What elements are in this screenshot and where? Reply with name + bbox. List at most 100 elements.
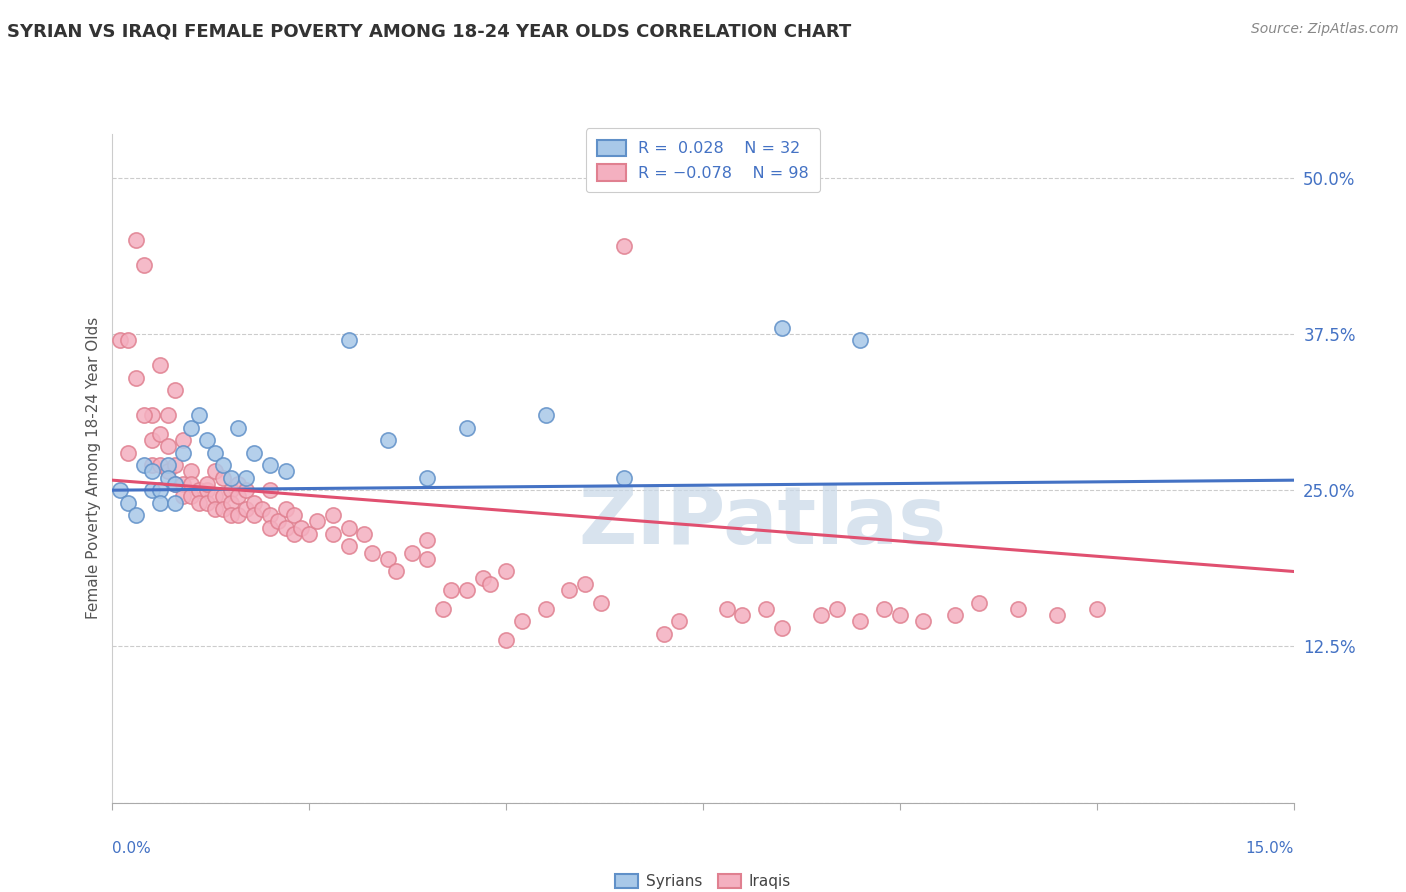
- Y-axis label: Female Poverty Among 18-24 Year Olds: Female Poverty Among 18-24 Year Olds: [86, 318, 101, 619]
- Point: [165, 477, 187, 491]
- Point: [259, 521, 281, 535]
- Point: [165, 496, 187, 510]
- Point: [589, 596, 612, 610]
- Point: [211, 502, 233, 516]
- Point: [479, 577, 502, 591]
- Point: [172, 477, 194, 491]
- Point: [132, 258, 155, 272]
- Point: [825, 602, 848, 616]
- Point: [172, 490, 194, 504]
- Point: [471, 571, 494, 585]
- Point: [267, 515, 290, 529]
- Point: [211, 471, 233, 485]
- Point: [204, 490, 226, 504]
- Point: [1046, 608, 1069, 623]
- Point: [337, 540, 360, 554]
- Point: [307, 515, 329, 529]
- Point: [377, 552, 399, 566]
- Point: [188, 408, 211, 422]
- Point: [283, 508, 305, 523]
- Point: [558, 583, 581, 598]
- Point: [156, 471, 179, 485]
- Point: [149, 483, 172, 498]
- Point: [149, 426, 172, 441]
- Point: [110, 483, 132, 498]
- Point: [204, 502, 226, 516]
- Point: [204, 445, 226, 459]
- Point: [149, 458, 172, 472]
- Point: [156, 465, 179, 479]
- Point: [652, 627, 675, 641]
- Point: [188, 496, 211, 510]
- Point: [495, 633, 517, 648]
- Point: [353, 527, 375, 541]
- Point: [1085, 602, 1108, 616]
- Point: [125, 233, 148, 247]
- Point: [574, 577, 596, 591]
- Text: SYRIAN VS IRAQI FEMALE POVERTY AMONG 18-24 YEAR OLDS CORRELATION CHART: SYRIAN VS IRAQI FEMALE POVERTY AMONG 18-…: [7, 22, 851, 40]
- Point: [1007, 602, 1029, 616]
- Point: [361, 546, 384, 560]
- Point: [141, 433, 163, 447]
- Point: [165, 383, 187, 397]
- Point: [889, 608, 911, 623]
- Point: [849, 615, 872, 629]
- Point: [141, 465, 163, 479]
- Point: [770, 320, 793, 334]
- Point: [322, 508, 344, 523]
- Point: [228, 420, 250, 434]
- Point: [243, 496, 266, 510]
- Point: [180, 490, 202, 504]
- Point: [172, 433, 194, 447]
- Point: [172, 445, 194, 459]
- Point: [219, 508, 242, 523]
- Point: [195, 483, 218, 498]
- Point: [298, 527, 321, 541]
- Text: 0.0%: 0.0%: [112, 841, 152, 856]
- Point: [416, 471, 439, 485]
- Point: [283, 527, 305, 541]
- Point: [731, 608, 754, 623]
- Point: [613, 239, 636, 253]
- Point: [195, 477, 218, 491]
- Point: [416, 533, 439, 548]
- Point: [204, 465, 226, 479]
- Point: [188, 483, 211, 498]
- Point: [149, 358, 172, 372]
- Point: [156, 458, 179, 472]
- Point: [510, 615, 533, 629]
- Point: [219, 483, 242, 498]
- Point: [235, 502, 257, 516]
- Point: [943, 608, 966, 623]
- Point: [322, 527, 344, 541]
- Point: [141, 458, 163, 472]
- Point: [770, 621, 793, 635]
- Point: [456, 583, 478, 598]
- Point: [967, 596, 990, 610]
- Point: [180, 465, 202, 479]
- Point: [156, 439, 179, 453]
- Legend: Syrians, Iraqis: Syrians, Iraqis: [609, 868, 797, 892]
- Point: [110, 333, 132, 347]
- Point: [211, 458, 233, 472]
- Point: [235, 483, 257, 498]
- Point: [849, 333, 872, 347]
- Point: [195, 496, 218, 510]
- Point: [259, 483, 281, 498]
- Point: [141, 408, 163, 422]
- Text: ZIPatlas: ZIPatlas: [578, 483, 946, 561]
- Point: [243, 508, 266, 523]
- Point: [195, 433, 218, 447]
- Point: [534, 408, 557, 422]
- Point: [180, 420, 202, 434]
- Point: [613, 471, 636, 485]
- Point: [810, 608, 832, 623]
- Point: [132, 408, 155, 422]
- Point: [534, 602, 557, 616]
- Point: [156, 408, 179, 422]
- Point: [180, 477, 202, 491]
- Point: [432, 602, 454, 616]
- Point: [228, 477, 250, 491]
- Point: [149, 496, 172, 510]
- Point: [337, 333, 360, 347]
